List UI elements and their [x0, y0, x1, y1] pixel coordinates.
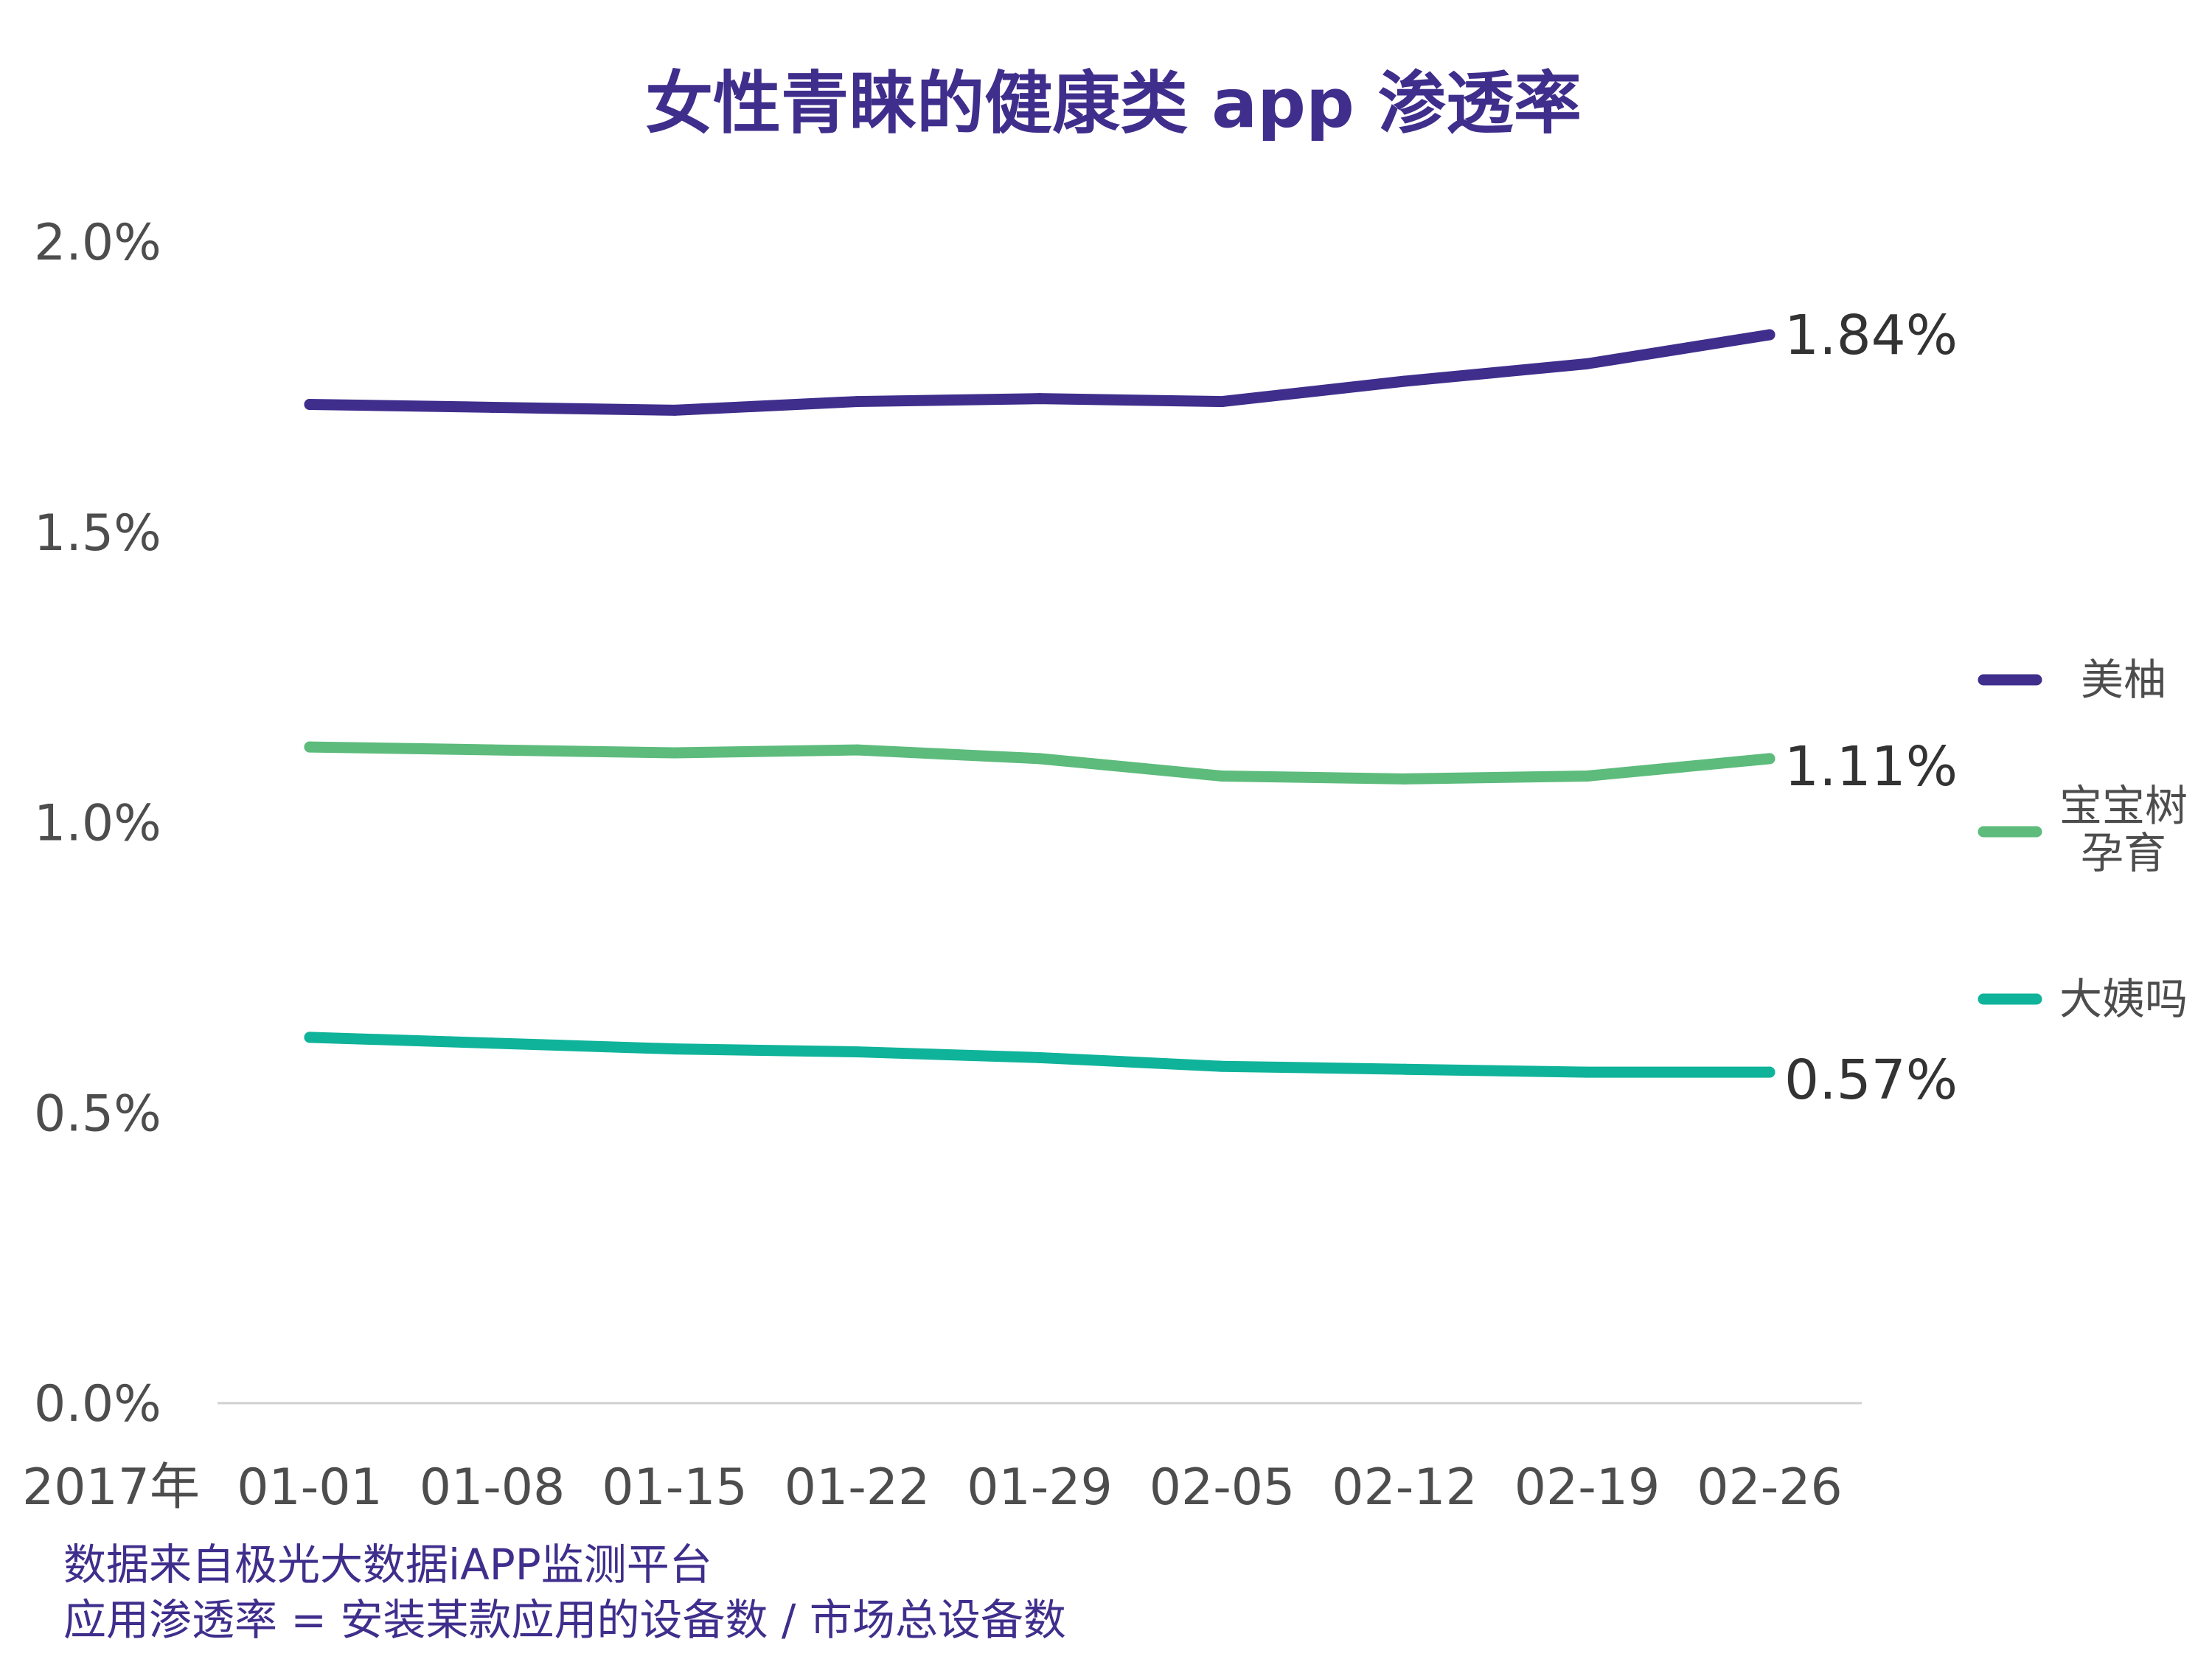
data-point	[1399, 773, 1411, 785]
x-tick-label: 01-01	[237, 1458, 383, 1517]
chart-title: 女性青睐的健康类 app 渗透率	[645, 64, 1582, 143]
data-point	[1217, 771, 1228, 782]
end-value-label: 1.84%	[1784, 304, 1958, 367]
legend-label: 宝宝树孕育	[2059, 781, 2188, 878]
y-tick-label: 0.0%	[34, 1375, 161, 1433]
legend-label: 大姨吗	[2059, 974, 2188, 1024]
end-labels: 1.84% 1.11% 0.57%	[1784, 304, 1958, 1112]
end-value-label: 0.57%	[1784, 1048, 1958, 1112]
data-point	[852, 396, 863, 408]
data-point	[669, 404, 681, 416]
data-point	[304, 741, 316, 753]
data-point	[1582, 358, 1593, 369]
x-axis: 01-01 01-08 01-15 01-22 01-29 02-05 02-12 02-19…	[237, 1458, 1843, 1517]
data-point	[1034, 1051, 1046, 1063]
y-tick-label: 1.0%	[34, 795, 161, 853]
series-layer	[304, 329, 1775, 1078]
data-point	[852, 744, 863, 756]
data-point	[669, 1043, 681, 1055]
x-tick-label: 01-15	[602, 1458, 748, 1517]
data-point	[1764, 329, 1775, 341]
x-tick-label: 01-22	[785, 1458, 931, 1517]
y-tick-label: 0.5%	[34, 1085, 161, 1143]
definition-note: 应用渗透率 = 安装某款应用的设备数 / 市场总设备数	[63, 1595, 1066, 1645]
x-axis-year-label: 2017年	[22, 1458, 200, 1517]
x-tick-label: 02-26	[1697, 1458, 1843, 1517]
data-point	[1399, 1063, 1411, 1075]
y-tick-label: 1.5%	[34, 504, 161, 563]
data-point	[487, 1037, 498, 1049]
x-tick-label: 02-05	[1150, 1458, 1295, 1517]
data-point	[304, 399, 316, 410]
data-point	[1764, 1066, 1775, 1078]
source-note: 数据来自极光大数据iAPP监测平台	[63, 1540, 712, 1590]
data-point	[852, 1046, 863, 1058]
x-tick-label: 01-29	[967, 1458, 1113, 1517]
data-point	[1217, 1060, 1228, 1072]
x-tick-label: 02-19	[1514, 1458, 1660, 1517]
y-axis: 0.0% 0.5% 1.0% 1.5% 2.0%	[34, 214, 161, 1433]
legend-label: 美柚	[2081, 655, 2166, 705]
data-point	[487, 401, 498, 413]
data-point	[304, 1032, 316, 1043]
x-tick-label: 02-12	[1332, 1458, 1478, 1517]
data-point	[1034, 393, 1046, 405]
data-point	[1034, 753, 1046, 765]
data-point	[1217, 396, 1228, 408]
y-tick-label: 2.0%	[34, 214, 161, 272]
data-point	[1399, 375, 1411, 387]
data-point	[669, 747, 681, 759]
data-point	[1582, 1066, 1593, 1078]
data-point	[1582, 771, 1593, 782]
data-point	[487, 744, 498, 756]
data-point	[1764, 753, 1775, 765]
x-tick-label: 01-08	[420, 1458, 566, 1517]
end-value-label: 1.11%	[1784, 735, 1958, 799]
